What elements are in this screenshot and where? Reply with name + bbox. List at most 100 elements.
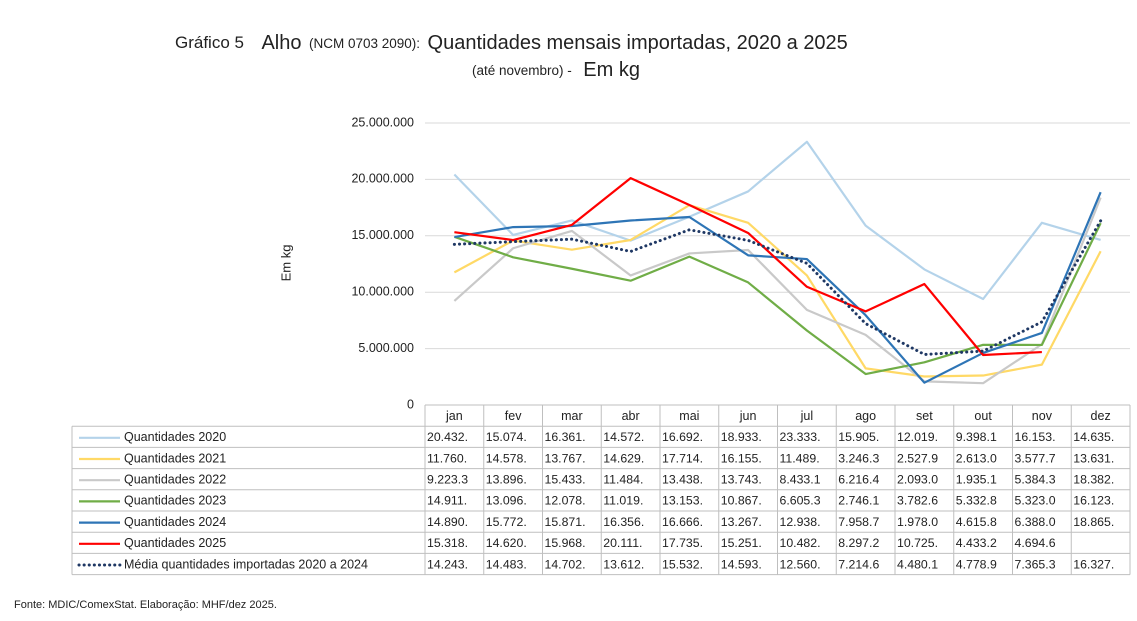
table-value: 4.694.6	[1015, 536, 1056, 550]
source-note: Fonte: MDIC/ComexStat. Elaboração: MHF/d…	[14, 599, 277, 611]
table-value: 20.432.	[427, 430, 468, 444]
table-value: 14.635.	[1073, 430, 1114, 444]
table-value: 15.251.	[721, 536, 762, 550]
x-tick-label: jun	[739, 409, 757, 423]
table-value: 12.938.	[780, 515, 821, 529]
legend-label: Quantidades 2025	[124, 536, 226, 550]
table-value: 14.702.	[545, 557, 586, 571]
series-line	[452, 219, 1103, 356]
series-line	[453, 197, 1102, 385]
table-value: 7.214.6	[838, 557, 879, 571]
table-value: 9.223.3	[427, 472, 468, 486]
x-tick-label: jan	[445, 409, 463, 423]
table-value: 15.871.	[545, 515, 586, 529]
table-value: 17.735.	[662, 536, 703, 550]
table-value: 5.332.8	[956, 494, 997, 508]
table-value: 15.074.	[486, 430, 527, 444]
title-product: Alho	[261, 32, 301, 54]
table-value: 14.629.	[603, 451, 644, 465]
table-value: 15.968.	[545, 536, 586, 550]
table-value: 13.153.	[662, 494, 703, 508]
table-value: 15.318.	[427, 536, 468, 550]
table-value: 14.620.	[486, 536, 527, 550]
y-tick-label: 10.000.000	[351, 284, 414, 298]
table-value: 16.692.	[662, 430, 703, 444]
series-line	[454, 222, 1102, 376]
table-value: 15.532.	[662, 557, 703, 571]
table-value: 16.356.	[603, 515, 644, 529]
table-value: 1.935.1	[956, 472, 997, 486]
table-value: 11.760.	[427, 451, 467, 465]
table-value: 4.433.2	[956, 536, 997, 550]
table-value: 13.096.	[486, 494, 527, 508]
legend-label: Quantidades 2023	[124, 494, 226, 508]
y-tick-label: 25.000.000	[351, 115, 414, 129]
table-value: 10.482.	[780, 536, 821, 550]
table-value: 7.958.7	[838, 515, 879, 529]
table-value: 16.123.	[1073, 494, 1114, 508]
table-value: 2.746.1	[838, 494, 879, 508]
table-value: 3.782.6	[897, 494, 938, 508]
x-tick-label: nov	[1032, 409, 1053, 423]
table-value: 11.019.	[603, 494, 643, 508]
table-value: 17.714.	[662, 451, 703, 465]
table-value: 13.896.	[486, 472, 527, 486]
table-value: 20.111.	[603, 536, 642, 550]
table-value: 13.267.	[721, 515, 762, 529]
y-tick-label: 15.000.000	[351, 228, 414, 242]
table-value: 13.612.	[603, 557, 644, 571]
title-main: Quantidades mensais importadas, 2020 a 2…	[428, 32, 848, 54]
y-axis-label: Em kg	[278, 245, 293, 282]
x-tick-label: set	[916, 409, 933, 423]
table-value: 4.480.1	[897, 557, 938, 571]
table-value: 13.438.	[662, 472, 703, 486]
table-value: 14.572.	[603, 430, 644, 444]
title-prefix: Gráfico 5	[175, 33, 244, 52]
legend-label: Quantidades 2022	[124, 472, 226, 486]
series-line	[453, 140, 1101, 301]
table-value: 23.333.	[780, 430, 821, 444]
table-value: 12.560.	[780, 557, 821, 571]
series-line	[453, 204, 1102, 378]
subtitle-unit: Em kg	[583, 59, 640, 81]
table-value: 6.605.3	[780, 494, 821, 508]
table-value: 2.527.9	[897, 451, 938, 465]
table-value: 14.483.	[486, 557, 527, 571]
table-value: 14.243.	[427, 557, 468, 571]
table-value: 8.433.1	[780, 472, 821, 486]
x-tick-label: abr	[622, 409, 640, 423]
table-value: 10.867.	[721, 494, 762, 508]
legend-label: Média quantidades importadas 2020 a 2024	[124, 557, 368, 571]
table-value: 2.613.0	[956, 451, 997, 465]
table-value: 8.297.2	[838, 536, 879, 550]
table-value: 12.019.	[897, 430, 938, 444]
table-value: 1.978.0	[897, 515, 938, 529]
y-tick-label: 5.000.000	[358, 341, 414, 355]
x-tick-label: fev	[505, 409, 522, 423]
table-value: 16.327.	[1073, 557, 1114, 571]
table-value: 15.772.	[486, 515, 527, 529]
subtitle-period: (até novembro) -	[472, 63, 572, 78]
table-value: 11.489.	[780, 451, 820, 465]
table-value: 15.905.	[838, 430, 879, 444]
legend-label: Quantidades 2021	[124, 451, 226, 465]
table-value: 7.365.3	[1015, 557, 1056, 571]
table-value: 4.615.8	[956, 515, 997, 529]
table-value: 13.631.	[1073, 451, 1114, 465]
table-value: 16.666.	[662, 515, 703, 529]
x-tick-label: out	[974, 409, 992, 423]
title-code: (NCM 0703 2090):	[309, 36, 420, 51]
table-value: 4.778.9	[956, 557, 997, 571]
table-value: 16.153.	[1015, 430, 1056, 444]
table-value: 16.155.	[721, 451, 762, 465]
table-value: 5.323.0	[1015, 494, 1056, 508]
table-value: 9.398.1	[956, 430, 997, 444]
y-tick-label: 20.000.000	[351, 172, 414, 186]
y-tick-label: 0	[407, 397, 414, 411]
table-value: 3.246.3	[838, 451, 879, 465]
table-value: 14.593.	[721, 557, 762, 571]
series-line	[454, 177, 1042, 357]
table-value: 18.933.	[721, 430, 762, 444]
x-tick-label: ago	[855, 409, 876, 423]
